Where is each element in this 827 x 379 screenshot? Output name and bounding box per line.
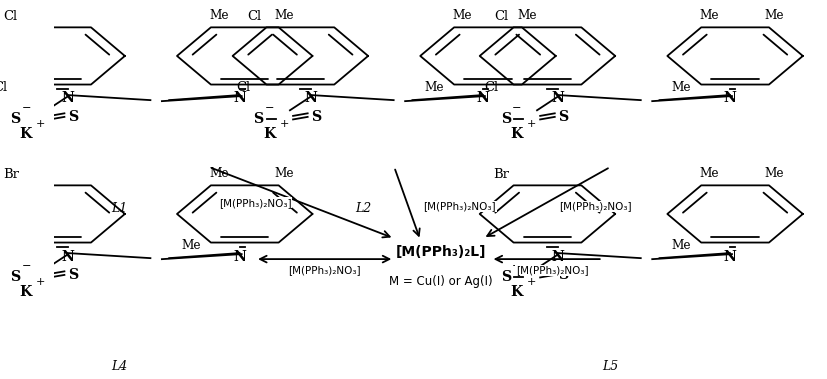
- Text: +: +: [36, 277, 45, 287]
- Text: L4: L4: [112, 360, 127, 373]
- Text: −: −: [22, 262, 31, 271]
- Text: Me: Me: [671, 239, 690, 252]
- Text: −: −: [511, 103, 521, 113]
- Text: Me: Me: [209, 167, 229, 180]
- Text: [M(PPh₃)₂NO₃]: [M(PPh₃)₂NO₃]: [288, 265, 361, 276]
- Text: Me: Me: [181, 239, 200, 252]
- Text: Me: Me: [763, 9, 783, 22]
- Text: [M(PPh₃)₂NO₃]: [M(PPh₃)₂NO₃]: [218, 198, 291, 208]
- Text: Cl: Cl: [237, 81, 251, 94]
- Text: Cl: Cl: [494, 10, 508, 23]
- Text: Me: Me: [452, 9, 471, 22]
- Text: Me: Me: [699, 9, 719, 22]
- Text: −: −: [511, 262, 521, 271]
- Text: L1: L1: [112, 202, 127, 215]
- Text: S: S: [68, 268, 78, 282]
- Text: L2: L2: [354, 202, 370, 215]
- Text: Me: Me: [274, 167, 294, 180]
- Text: K: K: [509, 127, 522, 141]
- Text: N: N: [61, 91, 74, 105]
- Text: [M(PPh₃)₂NO₃]: [M(PPh₃)₂NO₃]: [558, 201, 630, 211]
- Text: −: −: [22, 103, 31, 113]
- Text: N: N: [723, 91, 735, 105]
- Text: N: N: [233, 249, 246, 263]
- Text: S: S: [68, 110, 78, 124]
- Text: N: N: [551, 249, 564, 263]
- Text: [M(PPh₃)₂L]: [M(PPh₃)₂L]: [394, 244, 485, 258]
- Text: K: K: [20, 127, 32, 141]
- Text: Cl: Cl: [483, 81, 497, 94]
- Text: N: N: [61, 249, 74, 263]
- Text: S: S: [10, 271, 21, 285]
- Text: Br: Br: [492, 168, 509, 181]
- Text: −: −: [265, 103, 274, 113]
- Text: Me: Me: [209, 9, 229, 22]
- Text: L5: L5: [601, 360, 618, 373]
- Text: K: K: [263, 127, 275, 141]
- Text: +: +: [526, 119, 535, 128]
- Text: Me: Me: [699, 167, 719, 180]
- Text: N: N: [723, 249, 735, 263]
- Text: Br: Br: [2, 168, 19, 181]
- Text: Me: Me: [274, 9, 294, 22]
- Text: S: S: [557, 110, 567, 124]
- Text: Cl: Cl: [0, 81, 7, 94]
- Text: L3: L3: [601, 202, 618, 215]
- Text: S: S: [557, 268, 567, 282]
- Text: M = Cu(I) or Ag(I): M = Cu(I) or Ag(I): [388, 275, 492, 288]
- Text: +: +: [280, 119, 289, 128]
- Text: S: S: [310, 110, 321, 124]
- Text: K: K: [509, 285, 522, 299]
- Text: K: K: [20, 285, 32, 299]
- Text: Me: Me: [517, 9, 536, 22]
- Text: N: N: [551, 91, 564, 105]
- Text: Me: Me: [671, 81, 690, 94]
- Text: Cl: Cl: [246, 10, 261, 23]
- Text: S: S: [500, 271, 510, 285]
- Text: S: S: [10, 113, 21, 127]
- Text: N: N: [476, 91, 489, 105]
- Text: S: S: [253, 113, 264, 127]
- Text: [M(PPh₃)₂NO₃]: [M(PPh₃)₂NO₃]: [423, 201, 495, 211]
- Text: +: +: [36, 119, 45, 128]
- Text: Me: Me: [423, 81, 443, 94]
- Text: [M(PPh₃)₂NO₃]: [M(PPh₃)₂NO₃]: [515, 265, 588, 276]
- Text: +: +: [526, 277, 535, 287]
- Text: Me: Me: [763, 167, 783, 180]
- Text: N: N: [304, 91, 317, 105]
- Text: S: S: [500, 113, 510, 127]
- Text: Cl: Cl: [3, 10, 17, 23]
- Text: N: N: [233, 91, 246, 105]
